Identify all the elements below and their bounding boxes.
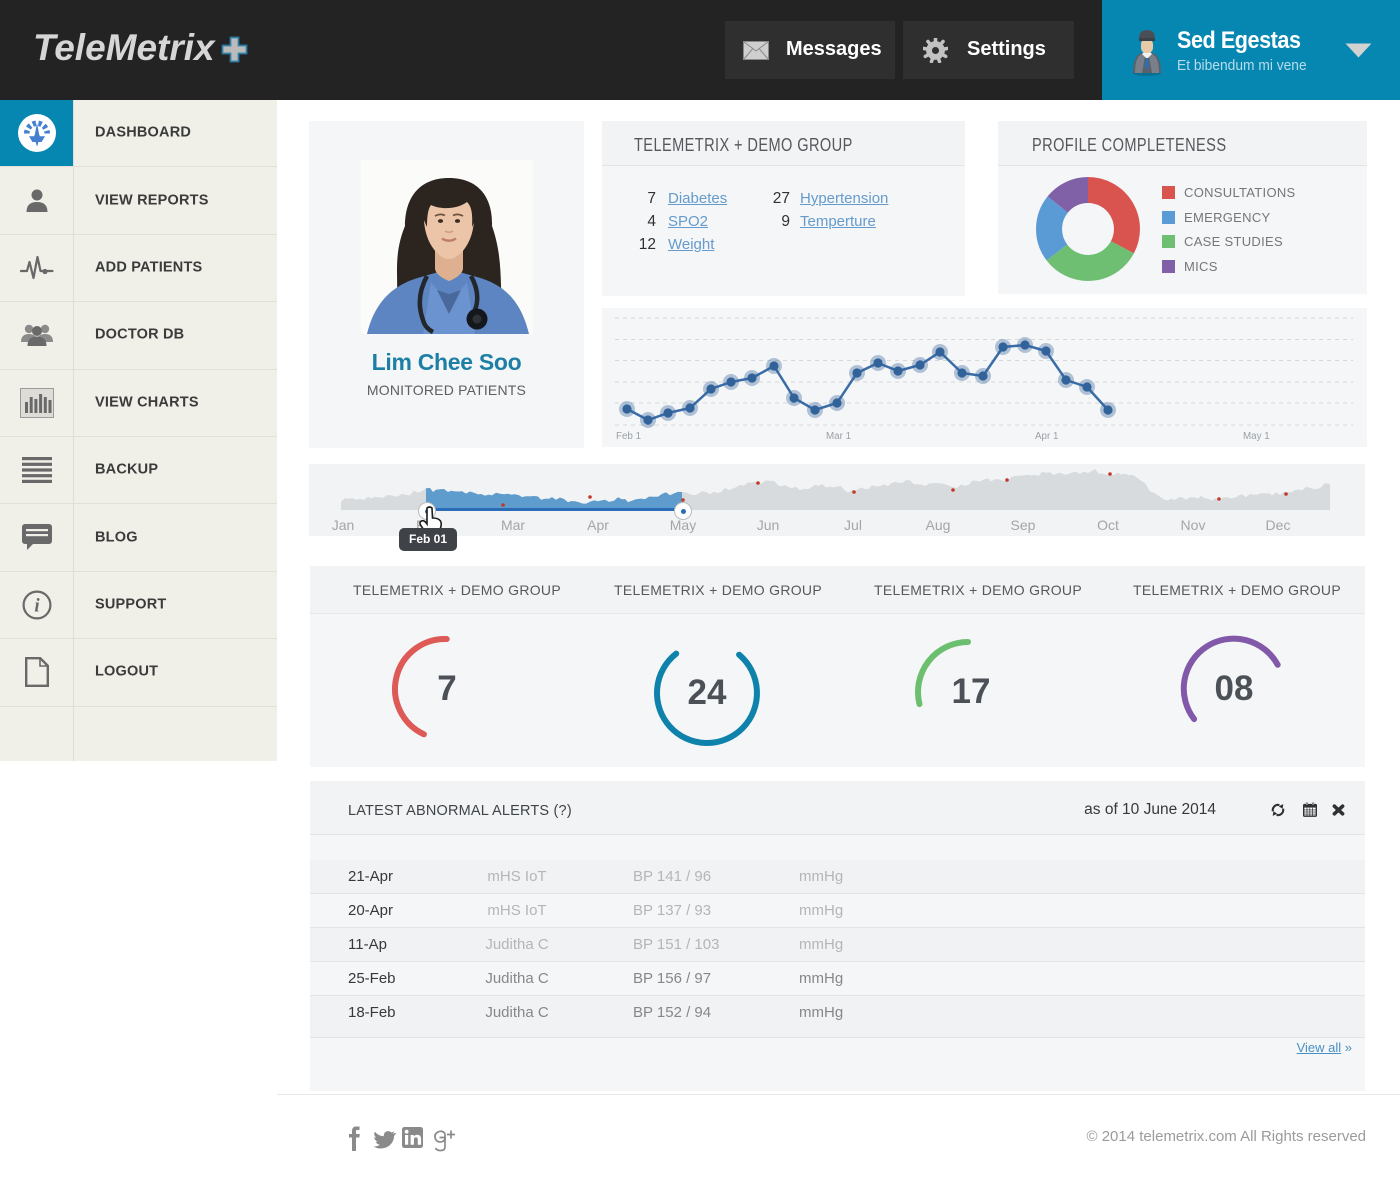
svg-text:i: i [34, 595, 40, 616]
